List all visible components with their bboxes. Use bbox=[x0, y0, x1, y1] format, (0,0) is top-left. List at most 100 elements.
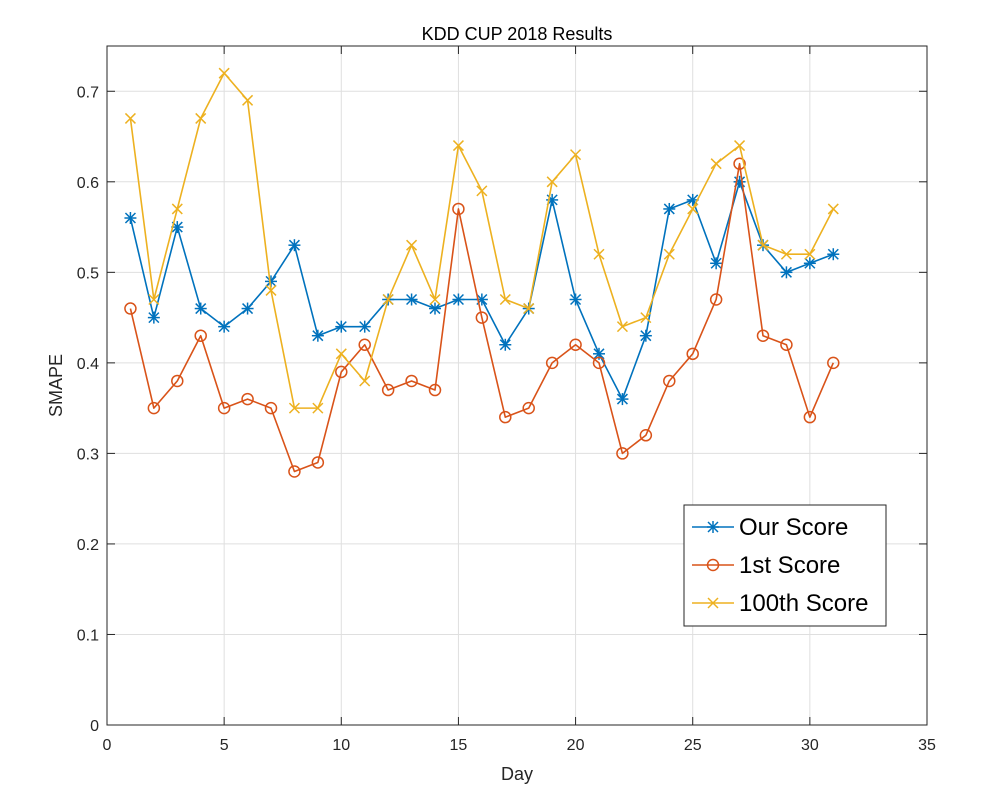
marker-circle bbox=[452, 202, 465, 216]
data-point bbox=[358, 320, 371, 333]
marker-circle bbox=[706, 558, 720, 572]
marker-x-stroke bbox=[452, 140, 464, 152]
marker-x-stroke bbox=[195, 112, 207, 124]
series-1st-score bbox=[124, 157, 840, 478]
marker-circle bbox=[358, 338, 371, 352]
marker-circle bbox=[569, 338, 582, 352]
data-point bbox=[241, 302, 254, 315]
data-point bbox=[780, 266, 793, 279]
data-point bbox=[194, 329, 207, 342]
data-point bbox=[405, 374, 418, 388]
data-point bbox=[265, 284, 277, 296]
data-point bbox=[733, 157, 746, 170]
data-point bbox=[358, 338, 371, 352]
y-tick-label: 0.5 bbox=[77, 265, 99, 282]
data-point bbox=[803, 410, 817, 424]
marker-x-stroke bbox=[827, 203, 839, 215]
marker-x-stroke bbox=[148, 293, 160, 306]
marker-circle bbox=[241, 392, 254, 406]
marker-x-stroke bbox=[359, 375, 371, 387]
data-point bbox=[569, 293, 582, 306]
data-point bbox=[780, 338, 793, 352]
legend: Our Score 1st Score 100th Score bbox=[683, 504, 887, 627]
data-point bbox=[827, 248, 840, 261]
data-point bbox=[545, 356, 559, 370]
data-point bbox=[288, 465, 301, 478]
legend-item: 100th Score bbox=[692, 590, 868, 617]
data-point bbox=[359, 375, 371, 387]
data-point bbox=[640, 312, 652, 324]
x-tick-label: 0 bbox=[103, 737, 112, 754]
y-axis-title: SMAPE bbox=[46, 354, 66, 417]
marker-x-stroke bbox=[710, 158, 722, 170]
data-point bbox=[171, 374, 184, 388]
data-point bbox=[570, 149, 582, 161]
marker-x-stroke bbox=[242, 94, 254, 106]
data-point bbox=[452, 293, 465, 306]
marker-circle bbox=[124, 302, 137, 315]
marker-x-stroke bbox=[616, 321, 628, 333]
legend-item: 1st Score bbox=[692, 552, 840, 579]
y-tick-label: 0.2 bbox=[77, 537, 99, 554]
y-tick-label: 0.7 bbox=[77, 84, 99, 101]
marker-x-stroke bbox=[734, 140, 746, 152]
data-point bbox=[687, 203, 699, 215]
data-point bbox=[686, 347, 699, 361]
marker-circle bbox=[264, 401, 278, 415]
data-point bbox=[124, 212, 137, 225]
marker-x-stroke bbox=[171, 203, 183, 215]
data-point bbox=[499, 410, 512, 424]
data-point bbox=[710, 257, 723, 270]
data-point bbox=[616, 393, 629, 406]
data-point bbox=[218, 320, 231, 333]
data-point bbox=[218, 67, 230, 79]
marker-circle bbox=[147, 401, 161, 415]
marker-circle bbox=[592, 356, 606, 370]
data-point bbox=[827, 203, 839, 215]
data-point bbox=[452, 202, 465, 216]
marker-circle bbox=[616, 447, 629, 460]
marker-x-stroke bbox=[707, 597, 719, 609]
legend-swatch-marker bbox=[707, 597, 719, 609]
data-point bbox=[428, 383, 442, 397]
data-point bbox=[593, 248, 605, 260]
data-point bbox=[241, 392, 254, 406]
marker-circle bbox=[756, 329, 770, 342]
plot-frame bbox=[106, 45, 928, 726]
data-point bbox=[288, 239, 301, 252]
data-point bbox=[780, 248, 792, 260]
data-point bbox=[710, 158, 722, 170]
marker-circle bbox=[194, 329, 207, 342]
data-point bbox=[757, 239, 769, 251]
marker-x-stroke bbox=[757, 239, 769, 251]
data-point bbox=[264, 401, 278, 415]
marker-x-stroke bbox=[687, 203, 699, 215]
marker-x-stroke bbox=[546, 176, 558, 188]
x-tick-label: 35 bbox=[918, 737, 936, 754]
legend-label: 100th Score bbox=[739, 590, 868, 617]
data-point bbox=[429, 293, 441, 306]
data-point bbox=[709, 293, 723, 306]
x-tick-label: 20 bbox=[567, 737, 585, 754]
marker-x-stroke bbox=[663, 248, 675, 260]
marker-circle bbox=[639, 429, 653, 442]
marker-x-stroke bbox=[335, 348, 347, 360]
y-tick-label: 0.1 bbox=[77, 627, 99, 644]
marker-circle bbox=[381, 383, 395, 397]
y-tick-label: 0.6 bbox=[77, 175, 99, 192]
marker-circle bbox=[522, 401, 535, 415]
marker-x-stroke bbox=[429, 293, 441, 306]
marker-circle bbox=[405, 374, 418, 388]
data-point bbox=[335, 320, 348, 333]
data-point bbox=[429, 302, 441, 315]
data-point bbox=[124, 112, 136, 124]
data-point bbox=[452, 140, 464, 152]
marker-circle bbox=[803, 410, 817, 424]
marker-circle bbox=[475, 311, 489, 324]
data-point bbox=[147, 311, 160, 324]
marker-circle bbox=[780, 338, 793, 352]
data-point bbox=[242, 94, 254, 106]
data-point bbox=[756, 329, 770, 342]
marker-x-stroke bbox=[570, 149, 582, 161]
